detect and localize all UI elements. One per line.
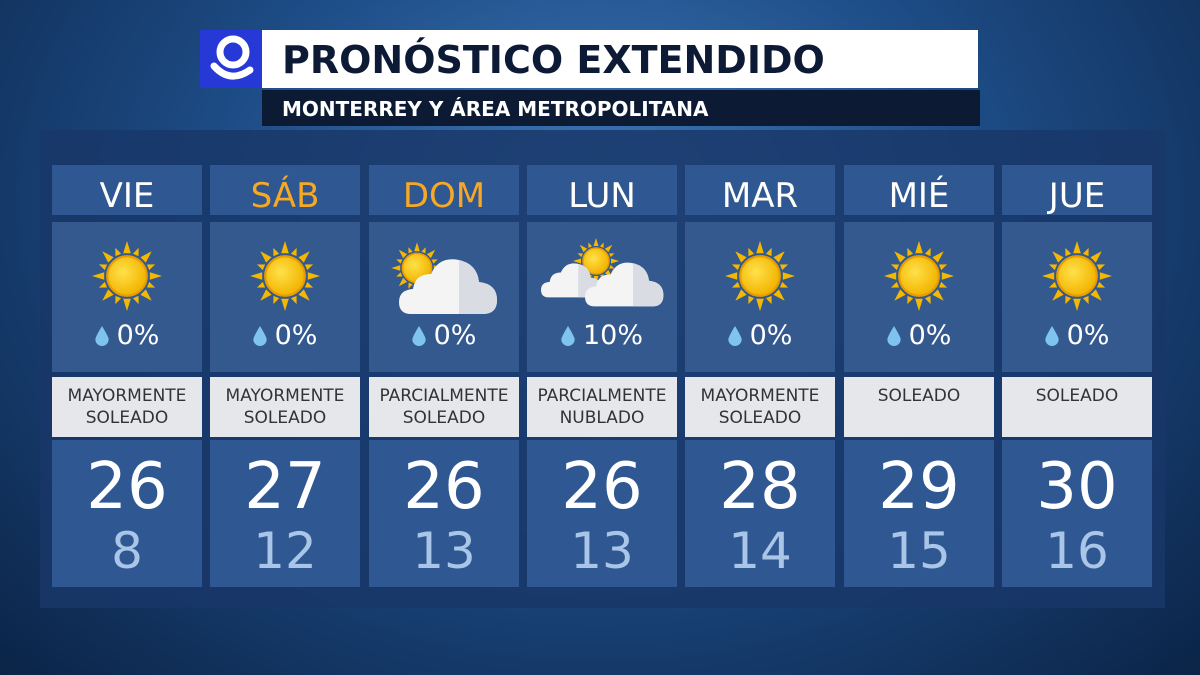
low: 12 [253, 522, 317, 580]
precip: 0% [685, 320, 835, 351]
icon-box: 10% [527, 222, 677, 372]
temp-box: 28 14 [685, 440, 835, 587]
title-bar: PRONÓSTICO EXTENDIDO [262, 30, 978, 88]
day-name: SÁB [210, 165, 360, 216]
drop-icon [886, 326, 901, 346]
high: 28 [719, 450, 801, 524]
temp-box: 30 16 [1002, 440, 1152, 587]
icon-box: 0% [1002, 222, 1152, 372]
condition: MAYORMENTE SOLEADO [52, 377, 202, 437]
condition: MAYORMENTE SOLEADO [685, 377, 835, 437]
low: 13 [570, 522, 634, 580]
high: 26 [561, 450, 643, 524]
icon-box: 0% [685, 222, 835, 372]
day-name: MIÉ [844, 165, 994, 216]
sun-icon [247, 238, 323, 314]
precip: 0% [52, 320, 202, 351]
precip-value: 0% [1066, 320, 1110, 351]
drop-icon [94, 326, 109, 346]
temp-box: 26 13 [527, 440, 677, 587]
precip-value: 0% [274, 320, 318, 351]
high: 30 [1036, 450, 1118, 524]
icon-box: 0% [210, 222, 360, 372]
precip: 0% [369, 320, 519, 351]
low: 8 [111, 522, 143, 580]
temp-box: 26 8 [52, 440, 202, 587]
partly-cloudy-icon [389, 240, 497, 314]
sun-icon [722, 238, 798, 314]
condition: PARCIALMENTE SOLEADO [369, 377, 519, 437]
low: 16 [1045, 522, 1109, 580]
temp-box: 29 15 [844, 440, 994, 587]
precip: 0% [1002, 320, 1152, 351]
low: 13 [412, 522, 476, 580]
precip: 0% [210, 320, 360, 351]
title: PRONÓSTICO EXTENDIDO [282, 38, 825, 82]
sun-icon [881, 238, 957, 314]
precip-value: 0% [433, 320, 477, 351]
condition: SOLEADO [1002, 377, 1152, 437]
subtitle-bar: MONTERREY Y ÁREA METROPOLITANA [262, 90, 980, 126]
condition: MAYORMENTE SOLEADO [210, 377, 360, 437]
precip: 0% [844, 320, 994, 351]
drop-icon [727, 326, 742, 346]
sun-icon [1039, 238, 1115, 314]
icon-box: 0% [52, 222, 202, 372]
high: 26 [86, 450, 168, 524]
precip-value: 0% [749, 320, 793, 351]
high: 26 [403, 450, 485, 524]
day-name: VIE [52, 165, 202, 216]
condition: SOLEADO [844, 377, 994, 437]
condition: PARCIALMENTE NUBLADO [527, 377, 677, 437]
day-name: LUN [527, 165, 677, 216]
icon-box: 0% [369, 222, 519, 372]
low: 15 [887, 522, 951, 580]
day-name: JUE [1002, 165, 1152, 216]
temp-box: 27 12 [210, 440, 360, 587]
channel-logo [200, 30, 262, 88]
drop-icon [561, 326, 575, 346]
precip-value: 0% [908, 320, 952, 351]
drop-icon [411, 326, 426, 346]
precip-value: 10% [582, 320, 643, 351]
partly-cloudy-icon [541, 236, 664, 307]
high: 29 [878, 450, 960, 524]
precip: 10% [527, 320, 677, 351]
drop-icon [252, 326, 267, 346]
precip-value: 0% [116, 320, 160, 351]
high: 27 [244, 450, 326, 524]
temp-box: 26 13 [369, 440, 519, 587]
low: 14 [728, 522, 792, 580]
drop-icon [1044, 326, 1059, 346]
sun-icon [89, 238, 165, 314]
day-name: MAR [685, 165, 835, 216]
day-name: DOM [369, 165, 519, 216]
icon-box: 0% [844, 222, 994, 372]
forecast-panel: VIE 0% MAYORMENTE SOLEADO 26 8 SÁB 0% MAY… [40, 130, 1165, 608]
logo-mark [210, 35, 254, 80]
subtitle: MONTERREY Y ÁREA METROPOLITANA [282, 97, 709, 121]
